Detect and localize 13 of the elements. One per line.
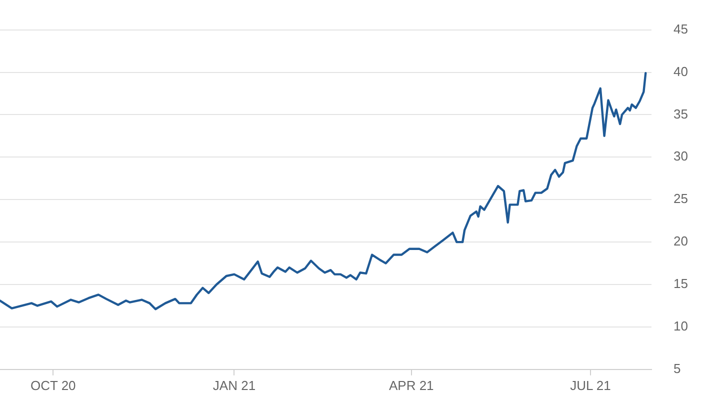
x-tick-label: APR 21 [388, 378, 434, 393]
y-tick-label: 10 [674, 318, 688, 334]
y-tick-label: 35 [674, 106, 688, 122]
x-tick-label: JAN 21 [212, 378, 256, 393]
y-tick-label: 15 [674, 276, 688, 292]
y-tick-label: 20 [674, 234, 688, 249]
y-tick-label: 5 [674, 360, 681, 376]
y-tick-label: 25 [674, 191, 688, 206]
x-tick-label: OCT 20 [30, 378, 76, 393]
x-tick-label: JUL 21 [570, 378, 611, 393]
y-tick-label: 30 [674, 148, 688, 164]
y-tick-label: 45 [674, 21, 688, 36]
y-tick-label: 40 [674, 64, 688, 79]
